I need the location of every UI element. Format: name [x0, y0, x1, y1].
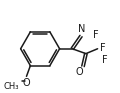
Text: O: O [23, 78, 30, 88]
Text: F: F [100, 43, 105, 53]
Text: F: F [93, 30, 98, 40]
Text: F: F [102, 55, 108, 65]
Text: CH₃: CH₃ [3, 82, 19, 91]
Text: O: O [75, 67, 83, 77]
Text: N: N [78, 24, 86, 34]
